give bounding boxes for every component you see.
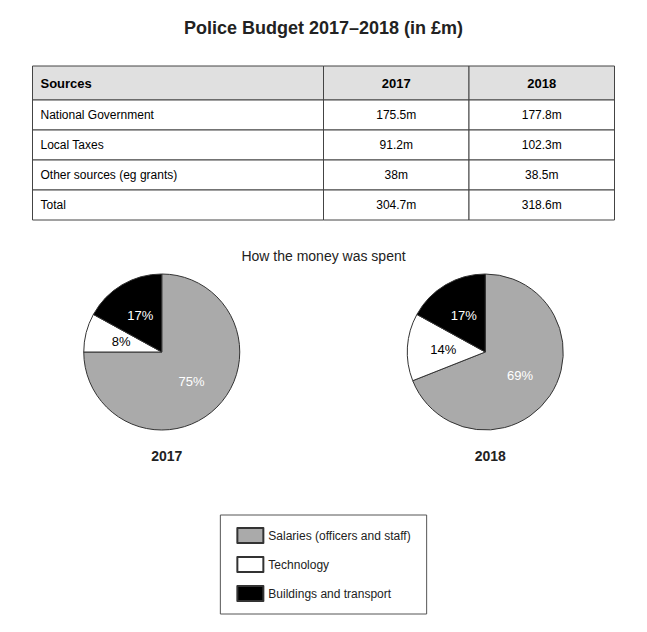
svg-text:Local Taxes: Local Taxes	[41, 138, 104, 152]
svg-text:17%: 17%	[127, 308, 153, 323]
svg-text:2017: 2017	[382, 76, 411, 91]
svg-text:Buildings and transport: Buildings and transport	[268, 587, 391, 601]
svg-text:17%: 17%	[451, 308, 477, 323]
svg-text:Other sources (eg grants): Other sources (eg grants)	[41, 168, 178, 182]
svg-text:91.2m: 91.2m	[380, 138, 413, 152]
svg-text:69%: 69%	[507, 368, 533, 383]
svg-text:175.5m: 175.5m	[376, 108, 416, 122]
svg-text:Total: Total	[41, 198, 66, 212]
svg-text:2018: 2018	[475, 448, 506, 464]
svg-text:Salaries (officers and staff): Salaries (officers and staff)	[268, 529, 410, 543]
svg-text:177.8m: 177.8m	[522, 108, 562, 122]
svg-text:318.6m: 318.6m	[522, 198, 562, 212]
svg-text:2017: 2017	[151, 448, 182, 464]
svg-text:38m: 38m	[385, 168, 408, 182]
svg-text:8%: 8%	[112, 334, 131, 349]
svg-text:38.5m: 38.5m	[525, 168, 558, 182]
svg-text:Technology: Technology	[268, 558, 329, 572]
svg-text:304.7m: 304.7m	[376, 198, 416, 212]
svg-text:Sources: Sources	[41, 76, 92, 91]
svg-text:75%: 75%	[178, 374, 204, 389]
svg-text:2018: 2018	[527, 76, 556, 91]
svg-text:14%: 14%	[430, 342, 456, 357]
svg-text:Police Budget 2017–2018 (in £m: Police Budget 2017–2018 (in £m)	[184, 18, 463, 38]
svg-text:National Government: National Government	[41, 108, 155, 122]
svg-text:How the money was spent: How the money was spent	[241, 248, 405, 264]
svg-text:102.3m: 102.3m	[522, 138, 562, 152]
